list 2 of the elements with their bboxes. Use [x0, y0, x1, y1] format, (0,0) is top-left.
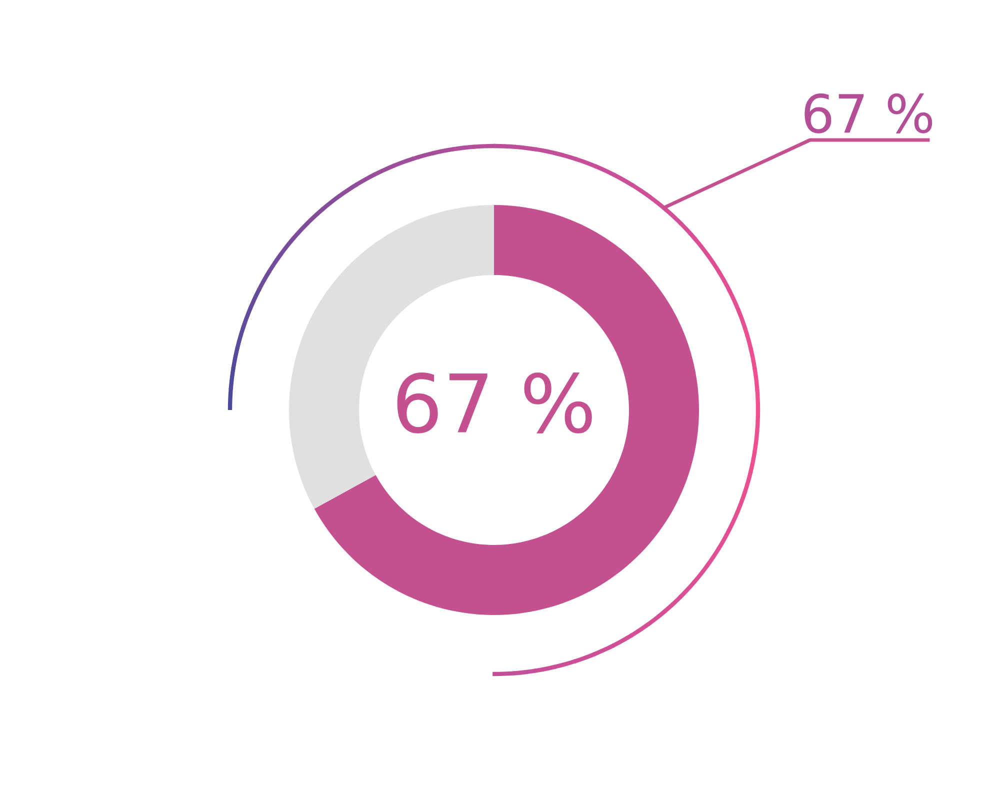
- text: 67 %: [804, 93, 932, 134]
- data-label: 67 %: [397, 372, 592, 434]
